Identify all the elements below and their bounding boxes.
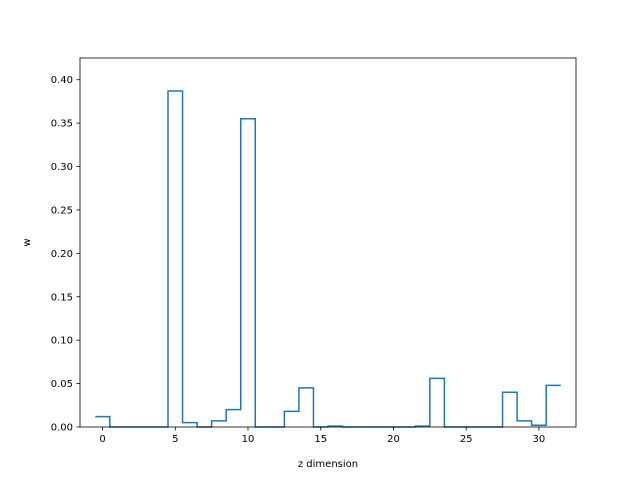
x-tick-label: 0	[99, 434, 105, 445]
y-axis-label: w	[22, 238, 33, 246]
x-tick-label: 10	[242, 434, 255, 445]
y-tick-label: 0.20	[51, 249, 73, 260]
plot-background	[80, 58, 576, 427]
x-axis-label: z dimension	[298, 459, 358, 470]
y-tick-label: 0.35	[51, 119, 73, 130]
y-tick-label: 0.30	[51, 162, 73, 173]
x-tick-label: 20	[387, 434, 400, 445]
y-tick-label: 0.00	[51, 423, 73, 434]
x-tick-label: 5	[172, 434, 178, 445]
x-tick-label: 25	[460, 434, 473, 445]
y-tick-label: 0.10	[51, 336, 73, 347]
x-tick-label: 30	[533, 434, 546, 445]
y-tick-label: 0.15	[51, 292, 73, 303]
y-axis-ticks: 0.00 0.05 0.10 0.15 0.20 0.25 0.30 0.35 0.40	[51, 75, 80, 434]
y-tick-label: 0.05	[51, 379, 73, 390]
plot-frame	[79, 57, 577, 428]
y-tick-label: 0.25	[51, 205, 73, 216]
x-axis-ticks: 0 5 10 15 20 25 30	[99, 427, 545, 445]
y-tick-label: 0.40	[51, 75, 73, 86]
x-tick-label: 15	[314, 434, 327, 445]
